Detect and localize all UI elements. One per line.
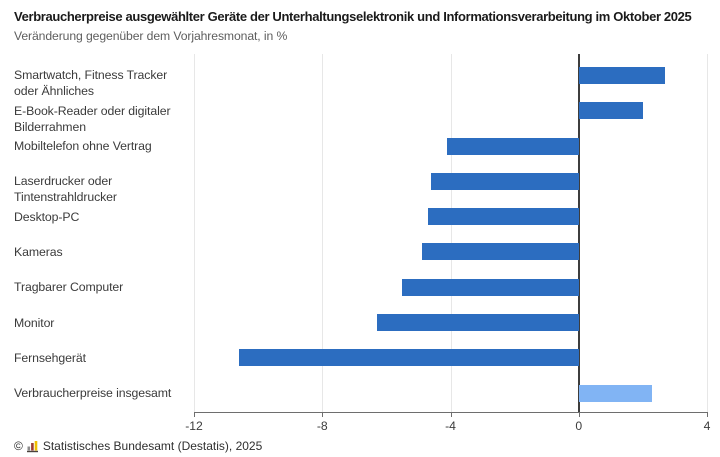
category-label: Desktop-PC — [14, 209, 80, 224]
category-label: E-Book-Reader oder digitaler Bilderrahme… — [14, 103, 171, 134]
source-text: Statistisches Bundesamt (Destatis), 2025 — [42, 439, 263, 453]
zero-line — [577, 54, 580, 412]
category-label: Fernsehgerät — [14, 350, 86, 365]
source-note: © Statistisches Bundesamt (Destatis), 20… — [14, 439, 262, 453]
destatis-bars-icon — [26, 440, 38, 452]
category-label: Tragbarer Computer — [14, 280, 124, 295]
bar — [578, 66, 666, 84]
page-title: Verbraucherpreise ausgewählter Geräte de… — [14, 9, 692, 24]
axis-tick — [707, 412, 708, 417]
axis-tick — [194, 412, 195, 417]
axis-tick — [322, 412, 324, 417]
bar — [428, 208, 579, 226]
bar — [431, 172, 579, 190]
axis-tick-label: 4 — [703, 419, 711, 433]
gridline — [450, 54, 452, 412]
gridline — [322, 54, 324, 412]
plot-area — [194, 54, 708, 412]
chart-subtitle: Veränderung gegenüber dem Vorjahresmonat… — [14, 29, 288, 43]
bar — [578, 102, 643, 120]
bar-total — [578, 384, 653, 402]
copyright-symbol: © — [14, 439, 23, 453]
category-label: Laserdrucker oder Tintenstrahldrucker — [14, 174, 117, 205]
gridline — [194, 54, 195, 412]
category-label: Mobiltelefon ohne Vertrag — [14, 139, 152, 153]
bar — [402, 278, 579, 296]
axis-tick-label: -12 — [185, 419, 203, 433]
axis-tick — [450, 412, 452, 417]
category-label: Monitor — [14, 315, 55, 330]
category-label: Smartwatch, Fitness Tracker oder Ähnlich… — [14, 68, 168, 99]
gridline — [707, 54, 708, 412]
bar — [447, 137, 579, 155]
axis-tick-label: -4 — [445, 419, 456, 433]
bar — [238, 349, 579, 367]
category-label: Kameras — [14, 244, 63, 259]
bar — [421, 243, 579, 261]
axis-tick-label: 0 — [575, 419, 583, 433]
axis-tick — [578, 412, 580, 417]
category-label: Verbraucherpreise insgesamt — [14, 386, 172, 401]
bar — [376, 314, 579, 331]
axis-tick-label: -8 — [316, 419, 328, 433]
